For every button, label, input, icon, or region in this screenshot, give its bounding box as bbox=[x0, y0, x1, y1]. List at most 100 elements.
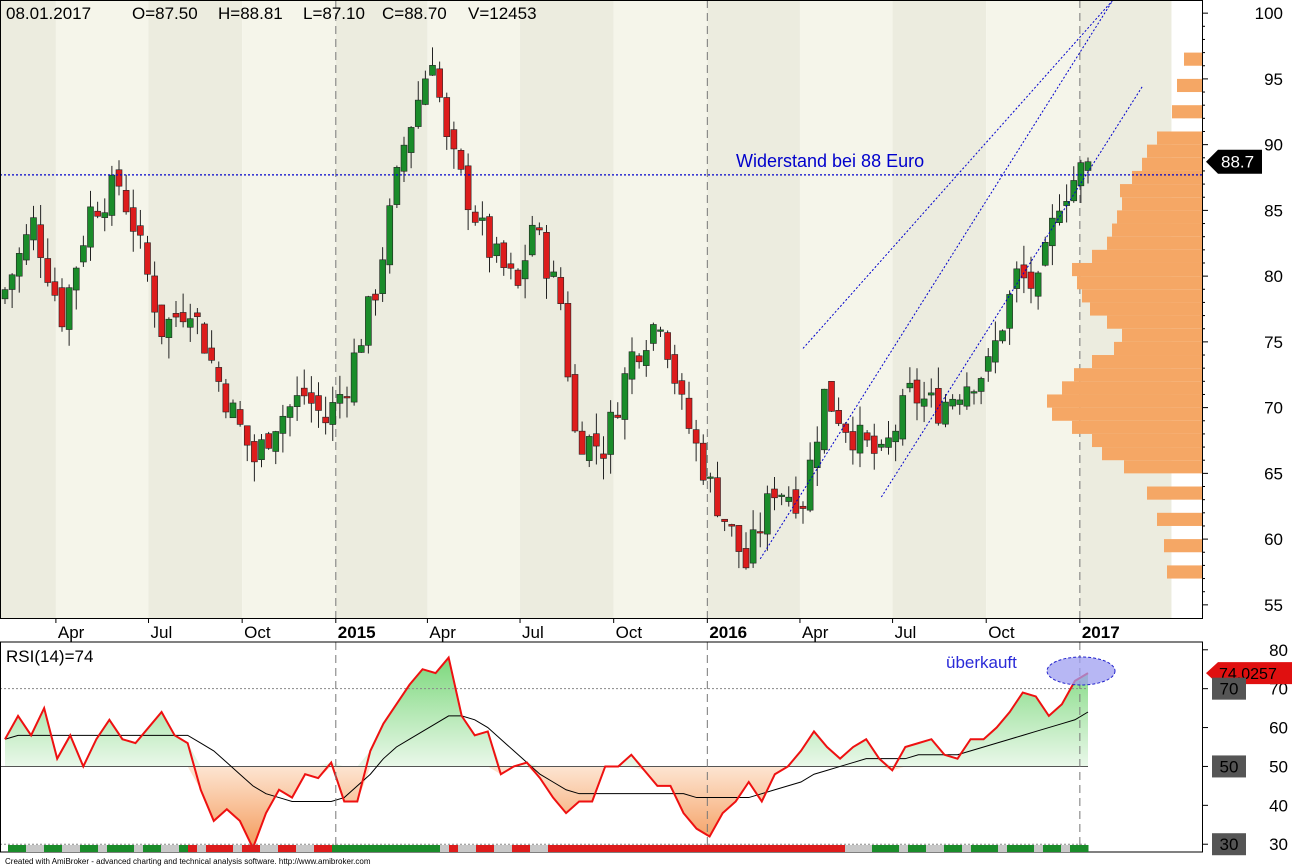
candle-body bbox=[457, 150, 465, 170]
quarter-band bbox=[892, 0, 987, 618]
ribbon-segment bbox=[269, 845, 279, 852]
volume-profile-bar bbox=[1120, 184, 1202, 198]
ribbon-segment bbox=[935, 845, 945, 852]
volume-profile-bar bbox=[1072, 262, 1202, 277]
rsi-fill-above bbox=[5, 657, 1088, 767]
candle-body bbox=[806, 459, 814, 511]
date-tick-label: Jul bbox=[895, 623, 917, 642]
ribbon-segment bbox=[323, 845, 333, 852]
candle-body bbox=[977, 378, 985, 392]
candle-body bbox=[215, 367, 223, 382]
candle-body bbox=[115, 169, 123, 187]
candle-body bbox=[942, 401, 949, 425]
candle-body bbox=[129, 207, 137, 232]
candle-body bbox=[657, 329, 664, 332]
candle-body bbox=[265, 433, 272, 449]
price-badge: 88.7 bbox=[1206, 149, 1262, 174]
ribbon-segment bbox=[692, 845, 702, 852]
volume-profile-bar bbox=[1132, 170, 1202, 185]
ribbon-segment bbox=[458, 845, 468, 852]
quarter-band bbox=[613, 0, 708, 618]
candlesticks bbox=[1, 47, 1092, 570]
candle-body bbox=[229, 402, 237, 419]
ribbon-segment bbox=[134, 845, 144, 852]
candle-body bbox=[756, 531, 764, 534]
candle-body bbox=[585, 436, 593, 461]
ribbon-segment bbox=[809, 845, 819, 852]
ribbon-segment bbox=[638, 845, 648, 852]
candle-body bbox=[80, 245, 87, 263]
quarter-band bbox=[707, 0, 800, 618]
candle-body bbox=[764, 493, 771, 535]
volume-profile-bar bbox=[1117, 210, 1202, 224]
candle-body bbox=[1049, 217, 1056, 247]
candle-body bbox=[372, 293, 379, 301]
ribbon-segment bbox=[530, 845, 540, 852]
candle-body bbox=[137, 225, 144, 236]
candle-body bbox=[742, 548, 750, 569]
volume-profile-bar bbox=[1112, 223, 1202, 237]
ribbon-segment bbox=[1079, 845, 1089, 852]
rsi-tick-label: 70 bbox=[1269, 680, 1288, 699]
candle-body bbox=[393, 167, 401, 205]
ribbon-segment bbox=[224, 845, 234, 852]
candle-body bbox=[407, 127, 415, 153]
volume-profile-bar bbox=[1124, 460, 1202, 474]
candle-body bbox=[108, 174, 116, 216]
price-tick-label: 70 bbox=[1264, 399, 1283, 418]
candle-body bbox=[749, 529, 757, 564]
candle-body bbox=[528, 224, 536, 256]
candle-body bbox=[735, 525, 743, 552]
candle-body bbox=[222, 383, 230, 413]
candle-body bbox=[550, 271, 557, 277]
ribbon-segment bbox=[449, 845, 459, 852]
volume-profile-bar bbox=[1167, 565, 1202, 579]
candle-body bbox=[23, 234, 30, 261]
candle-body bbox=[607, 411, 614, 455]
candle-body bbox=[863, 432, 871, 441]
date-tick-label: Oct bbox=[988, 623, 1015, 642]
ribbon-segment bbox=[206, 845, 216, 852]
ribbon-segment bbox=[710, 845, 720, 852]
ribbon-segment bbox=[602, 845, 612, 852]
volume-profile-bar bbox=[1122, 328, 1202, 342]
rsi-tick-label: 30 bbox=[1269, 835, 1288, 854]
ribbon-segment bbox=[881, 845, 891, 852]
candle-body bbox=[186, 318, 194, 328]
volume-profile-bar bbox=[1062, 381, 1202, 395]
candle-body bbox=[172, 313, 180, 318]
candle-body bbox=[507, 263, 515, 269]
volume-profile-bar bbox=[1142, 157, 1202, 171]
ribbon-segment bbox=[890, 845, 900, 852]
ribbon-segment bbox=[350, 845, 360, 852]
rsi-levels bbox=[0, 688, 1088, 845]
volume-profile-bar bbox=[1082, 289, 1202, 303]
candle-body bbox=[799, 505, 807, 509]
candle-body bbox=[258, 439, 265, 460]
footer-credit: Created with AmiBroker - advanced charti… bbox=[5, 857, 371, 866]
ribbon-segment bbox=[611, 845, 621, 852]
ribbon-segment bbox=[332, 845, 342, 852]
candle-body bbox=[279, 415, 287, 434]
ribbon-segment bbox=[818, 845, 828, 852]
ribbon-segment bbox=[791, 845, 801, 852]
candle-body bbox=[158, 304, 166, 337]
price-tick-label: 65 bbox=[1264, 464, 1283, 483]
candle-body bbox=[8, 274, 16, 290]
candle-body bbox=[870, 435, 878, 454]
candle-body bbox=[635, 355, 643, 363]
rsi-fill-below bbox=[5, 766, 1088, 849]
volume-profile-bar bbox=[1052, 407, 1202, 421]
ribbon-segment bbox=[152, 845, 162, 852]
trend-channel bbox=[759, 0, 1144, 560]
header-close: C=88.70 bbox=[382, 4, 447, 23]
candle-body bbox=[1034, 272, 1042, 297]
candle-body bbox=[984, 356, 992, 372]
ribbon-segment bbox=[467, 845, 477, 852]
candle-body bbox=[678, 380, 686, 395]
candle-body bbox=[336, 394, 344, 404]
volume-profile-bar bbox=[1107, 315, 1202, 329]
candle-body bbox=[699, 442, 707, 481]
ribbon-segment bbox=[980, 845, 990, 852]
ribbon-segment bbox=[413, 845, 423, 852]
